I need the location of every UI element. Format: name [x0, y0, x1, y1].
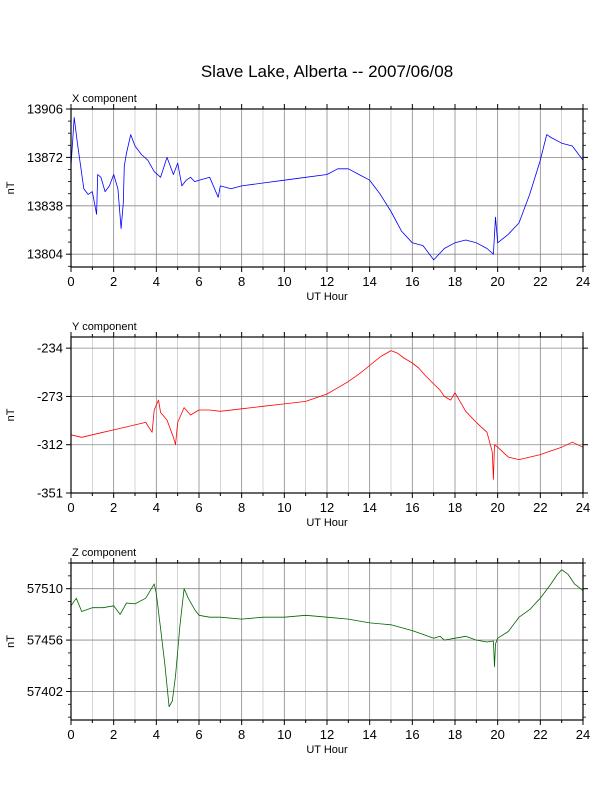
x-tick-label: 4 — [153, 274, 160, 289]
panel-title: X component — [72, 93, 137, 105]
panel-1: 0 2 4 6 8 10 12 14 16 18 20 22 241380413838138721390… — [5, 93, 590, 303]
y-tick-label: 57402 — [27, 684, 63, 699]
x-tick-label: 22 — [533, 500, 547, 515]
x-tick-label: 14 — [362, 274, 376, 289]
x-tick-label: 24 — [576, 274, 590, 289]
y-tick-label: 13872 — [27, 150, 63, 165]
x-tick-label: 10 — [277, 500, 291, 515]
y-tick-label: -312 — [37, 437, 63, 452]
x-tick-label: 12 — [320, 274, 334, 289]
y-axis-label: nT — [5, 408, 17, 421]
x-tick-label: 20 — [490, 274, 504, 289]
y-tick-label: 13838 — [27, 198, 63, 213]
x-tick-label: 24 — [576, 727, 590, 742]
x-tick-label: 4 — [153, 727, 160, 742]
y-tick-label: 57510 — [27, 581, 63, 596]
x-tick-label: 12 — [320, 727, 334, 742]
x-tick-label: 14 — [362, 500, 376, 515]
x-tick-label: 2 — [110, 500, 117, 515]
x-tick-label: 8 — [238, 500, 245, 515]
x-axis-label: UT Hour — [306, 291, 348, 303]
panel-title: Z component — [72, 547, 136, 559]
x-axis-label: UT Hour — [306, 744, 348, 756]
y-tick-label: -234 — [37, 341, 63, 356]
x-tick-label: 8 — [238, 274, 245, 289]
x-tick-label: 18 — [448, 274, 462, 289]
x-tick-label: 0 — [67, 274, 74, 289]
x-axis-label: UT Hour — [306, 517, 348, 529]
x-tick-label: 16 — [405, 727, 419, 742]
x-tick-label: 20 — [490, 500, 504, 515]
y-tick-label: -273 — [37, 389, 63, 404]
x-tick-label: 0 — [67, 727, 74, 742]
y-tick-label: 13906 — [27, 102, 63, 117]
y-axis-label: nT — [5, 181, 17, 194]
x-tick-label: 10 — [277, 274, 291, 289]
y-tick-label: -351 — [37, 486, 63, 501]
x-tick-label: 6 — [195, 727, 202, 742]
x-tick-label: 4 — [153, 500, 160, 515]
x-tick-label: 6 — [195, 274, 202, 289]
x-tick-label: 12 — [320, 500, 334, 515]
x-tick-label: 0 — [67, 500, 74, 515]
figure-title: Slave Lake, Alberta -- 2007/06/08 — [201, 62, 453, 81]
x-tick-label: 18 — [448, 500, 462, 515]
x-tick-label: 14 — [362, 727, 376, 742]
x-tick-label: 8 — [238, 727, 245, 742]
x-tick-label: 22 — [533, 274, 547, 289]
x-tick-label: 24 — [576, 500, 590, 515]
series-line — [70, 569, 584, 708]
x-tick-label: 6 — [195, 500, 202, 515]
x-tick-label: 10 — [277, 727, 291, 742]
y-tick-label: 13804 — [27, 247, 63, 262]
x-tick-label: 2 — [110, 274, 117, 289]
x-tick-label: 16 — [405, 274, 419, 289]
x-tick-label: 16 — [405, 500, 419, 515]
y-axis-label: nT — [5, 635, 17, 648]
series-line — [70, 350, 584, 480]
x-tick-label: 18 — [448, 727, 462, 742]
x-tick-label: 22 — [533, 727, 547, 742]
y-tick-label: 57456 — [27, 633, 63, 648]
x-tick-label: 20 — [490, 727, 504, 742]
series-line — [70, 117, 584, 261]
panel-title: Y component — [72, 321, 137, 333]
x-tick-label: 2 — [110, 727, 117, 742]
